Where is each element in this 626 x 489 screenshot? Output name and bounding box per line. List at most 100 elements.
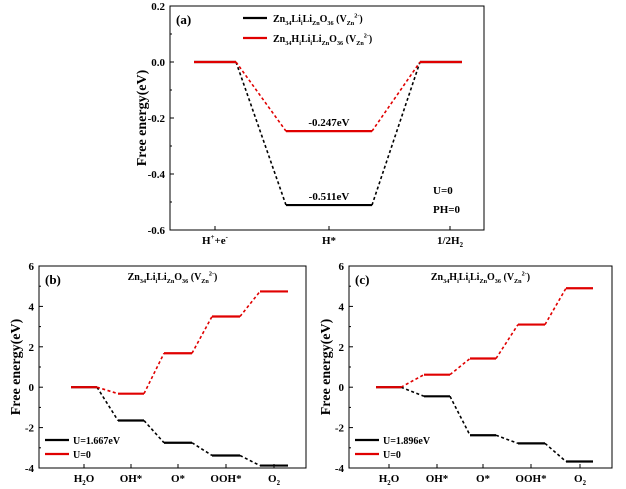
legend-label-part: i [299,40,301,47]
x-tick-label: 1/2H2 [437,235,464,249]
series-red [194,60,462,133]
panel-title-part: Li [459,272,469,283]
legend-label: Zn34LiiLiZnO36 (VZn2-) [273,13,363,27]
y-tick-label: -0.2 [148,113,166,125]
panel-title-part: O [174,272,182,283]
y-tick-label: 4 [339,301,345,313]
y-tick-label: 6 [339,261,345,273]
transition-dash [239,454,261,467]
transition-dash [495,324,519,359]
y-tick-label: -0.4 [148,169,166,181]
panel-title-part: Zn [479,278,487,285]
y-tick-label: 2 [339,342,345,354]
y-tick-label: 4 [29,301,35,313]
transition-dash [449,395,471,436]
transition-dash [235,61,287,132]
y-tick-label: 0.0 [151,57,165,69]
legend-label-part: ) [369,34,372,45]
transition-dash [143,419,165,444]
legend-label-part: i [301,20,303,27]
y-tick-label: 0 [339,382,345,394]
legend-label-part: Zn [347,20,355,27]
x-tick-label: O2 [268,473,281,487]
legend-label: U=1.896eV [383,436,431,447]
panel-title-part: i [156,278,158,285]
x-tick-label: OOH* [515,473,547,485]
legend-label-part: H [291,34,299,45]
panel-title-part: ) [527,272,530,283]
legend-label: U=1.667eV [73,436,121,447]
x-tick-label-part: O [574,473,583,485]
transition-dash [371,61,421,206]
condition-ph: PH=0 [433,204,461,216]
legend-label-part: 2- [354,13,359,20]
legend-label-part: i [310,40,312,47]
legend-label-part: ) [359,14,362,25]
transition-dash [239,290,261,317]
legend-label-part: O [329,34,337,45]
panel-title-part: H [449,272,457,283]
x-tick-label: H* [322,235,337,247]
y-tick-label: -2 [25,423,35,435]
panel-title-part: (V [188,272,202,283]
panel-title-part: (V [501,272,515,283]
y-axis-label: Free energy(eV) [9,318,24,415]
panel-title-part: Zn [128,272,141,283]
annotation-black-value: -0.511eV [309,191,350,203]
legend-label-part: Li [312,34,322,45]
panel-title-part: Zn [167,278,175,285]
x-tick-label-part: O [391,473,400,485]
series-red [376,287,593,389]
annotation-red-value: -0.247eV [308,117,349,129]
legend-label-part: Li [291,14,301,25]
panel-label: (c) [355,272,369,287]
transition-dash [96,386,119,395]
legend-label-part: Zn [273,14,286,25]
panel-title-part: i [468,278,470,285]
panel-title-part: Li [146,272,156,283]
panel-title-part: Li [470,272,480,283]
transition-dash [191,316,213,354]
x-tick-label-part: 1/2H [437,235,460,247]
panel-title: Zn34HiLiiLiZnO36 (VZn2-) [431,271,530,285]
panel-title-part: i [457,278,459,285]
transition-dash [400,373,425,388]
panel-label: (a) [176,12,191,27]
panel-title-part: ) [214,272,217,283]
panel-label: (b) [45,272,61,287]
series-black [71,386,288,467]
x-tick-label-part: H [202,235,211,247]
transition-dash [96,386,119,421]
x-tick-label-part: 2 [460,242,464,249]
transition-dash [371,61,421,132]
x-tick-label: OH* [426,473,449,485]
x-tick-label-part: + [211,234,215,241]
x-tick-label: H2O [379,473,400,487]
x-tick-label-part: O [268,473,277,485]
panel-title-part: Li [157,272,167,283]
y-tick-label: -0.6 [148,225,166,237]
legend-label-part: (V [343,34,357,45]
transition-dash [143,352,165,395]
x-tick-label: O* [171,473,186,485]
legend-label-part: Zn [322,40,330,47]
legend-label-part: Zn [273,34,286,45]
x-tick-label: O2 [574,473,587,487]
panel-title-part: O [487,272,495,283]
series-black [194,60,462,207]
y-axis-label: Free energy(eV) [135,69,150,166]
legend-label-part: Li [301,34,311,45]
transition-dash [495,434,519,445]
y-tick-label: 6 [29,261,35,273]
legend-label-part: 2- [364,33,369,40]
transition-dash [449,357,471,376]
x-tick-label-part: 2 [387,480,391,487]
y-tick-label: -4 [335,463,345,475]
legend-label-part: Li [303,14,313,25]
legend-label-part: 36 [327,20,333,27]
y-tick-label: 0.2 [151,1,165,13]
condition-u: U=0 [433,185,453,197]
panel-title-part: 36 [495,278,501,285]
transition-dash [400,386,425,398]
